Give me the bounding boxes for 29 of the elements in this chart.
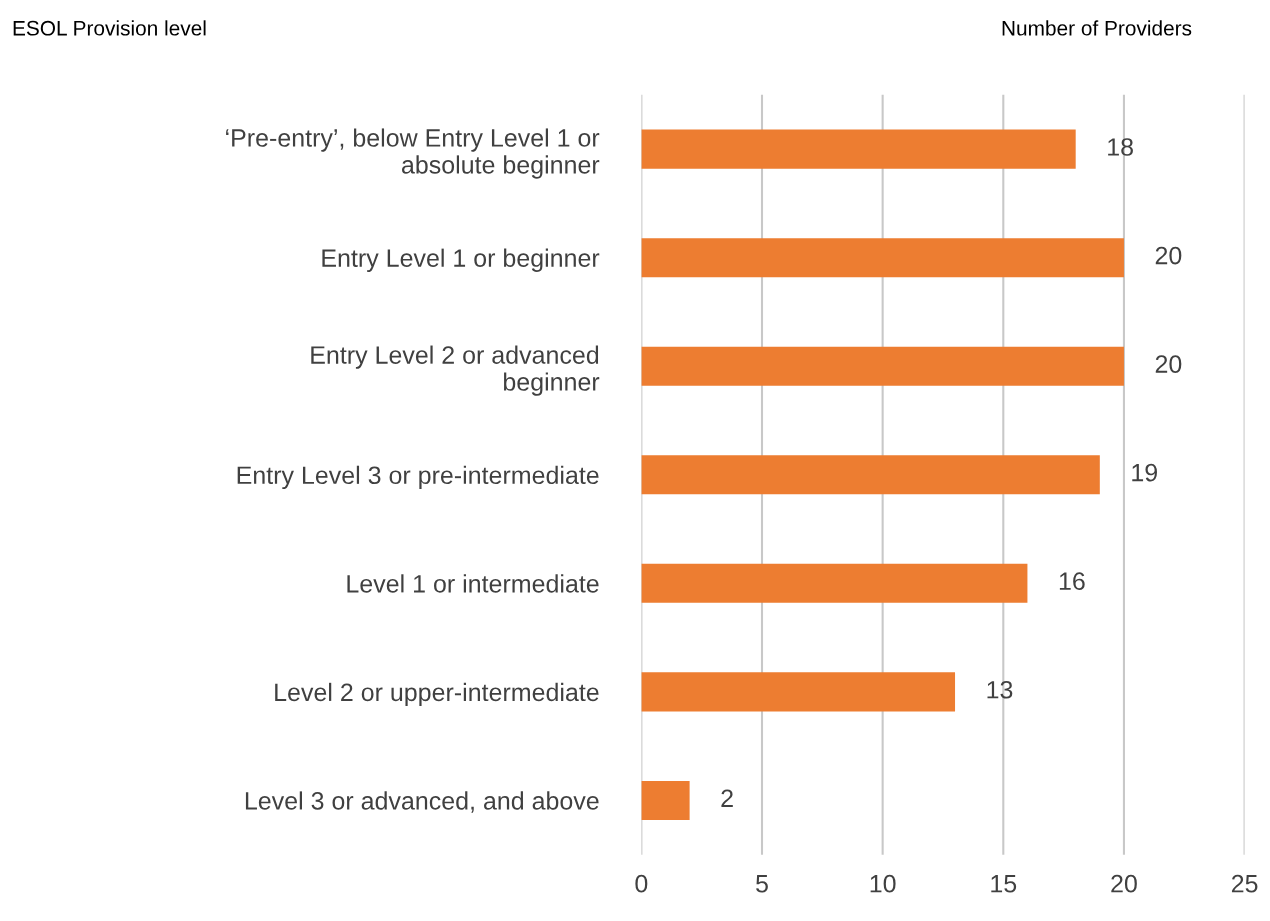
x-tick-label: 15 [991,875,1017,893]
bar [641,563,1028,603]
y-tick-label: Entry Level 2 or advanced beginner [311,345,600,396]
data-label: 20 [1155,246,1182,265]
y-tick-label: Level 3 or advanced, and above [245,791,599,813]
y-tick-label: Level 2 or upper-intermediate [275,682,599,707]
data-label: 2 [721,789,733,807]
bar [641,238,1124,278]
bar [641,346,1124,386]
bar [641,672,956,712]
x-tick-label: 25 [1231,874,1258,893]
x-tick-label: 20 [1111,874,1137,893]
bar [641,129,1076,169]
bar [641,455,1100,495]
y-tick-label: Entry Level 1 or beginner [322,248,600,272]
data-label: 20 [1155,355,1182,373]
x-tick-label: 0 [635,874,648,893]
data-label: 16 [1059,572,1085,591]
y-axis-title: ESOL Provision level [13,20,206,36]
x-tick-label: 5 [756,875,768,893]
y-tick-label: Entry Level 3 or pre-intermediate [237,465,599,490]
data-label: 19 [1132,463,1157,482]
data-label: 13 [987,680,1013,699]
data-label: 18 [1108,138,1133,156]
y-tick-label: ‘Pre-entry’, below Entry Level 1 or absolute beginner [226,128,600,179]
x-axis-title: Number of Providers [1002,20,1192,36]
bar [641,780,690,820]
y-tick-label: Level 1 or intermediate [347,574,599,593]
x-tick-label: 10 [870,874,896,893]
